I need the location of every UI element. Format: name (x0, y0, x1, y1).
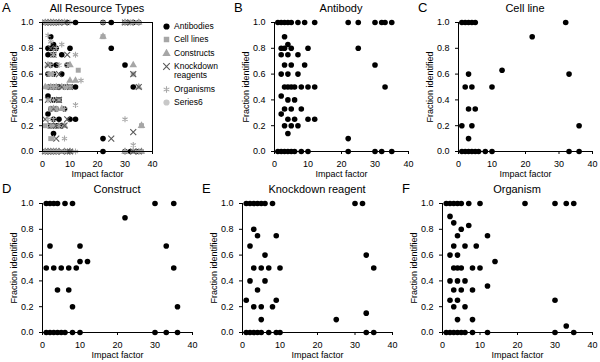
svg-text:0.4: 0.4 (421, 276, 434, 286)
svg-text:10: 10 (487, 159, 497, 169)
svg-text:30: 30 (550, 340, 560, 350)
svg-text:0.4: 0.4 (21, 95, 34, 105)
svg-text:0.8: 0.8 (21, 224, 34, 234)
svg-text:0.0: 0.0 (437, 146, 450, 156)
svg-text:0.4: 0.4 (221, 276, 234, 286)
html-text:E: E (202, 181, 211, 196)
svg-text:0.6: 0.6 (221, 250, 234, 260)
svg-text:0.4: 0.4 (21, 276, 34, 286)
svg-text:Impact factor: Impact factor (71, 169, 123, 179)
svg-text:10: 10 (75, 340, 85, 350)
html-text:C: C (418, 0, 428, 15)
svg-text:0.8: 0.8 (253, 43, 266, 53)
svg-text:20: 20 (112, 340, 122, 350)
svg-text:0.0: 0.0 (253, 146, 266, 156)
svg-text:0.0: 0.0 (221, 327, 234, 337)
svg-text:20: 20 (336, 159, 346, 169)
svg-text:1.0: 1.0 (421, 198, 434, 208)
svg-text:Fraction identified: Fraction identified (9, 232, 19, 303)
svg-text:0.6: 0.6 (21, 69, 34, 79)
svg-text:0: 0 (272, 159, 277, 169)
svg-text:0.2: 0.2 (21, 302, 34, 312)
svg-text:40: 40 (587, 340, 597, 350)
svg-text:Impact factor: Impact factor (491, 350, 543, 360)
svg-text:40: 40 (147, 159, 157, 169)
svg-text:10: 10 (65, 159, 75, 169)
html-text:Constructs: Constructs (174, 47, 215, 58)
svg-text:Impact factor: Impact factor (291, 350, 343, 360)
svg-text:30: 30 (370, 159, 380, 169)
html-text:A: A (2, 0, 11, 15)
html-text:Series6: Series6 (174, 97, 203, 108)
svg-text:20: 20 (92, 159, 102, 169)
html-text:Antibodies: Antibodies (174, 21, 214, 31)
html-text:Knockdown reagent: Knockdown reagent (268, 183, 366, 195)
svg-text:30: 30 (554, 159, 564, 169)
svg-text:20: 20 (512, 340, 522, 350)
svg-text:1.0: 1.0 (437, 17, 450, 27)
svg-text:20: 20 (312, 340, 322, 350)
svg-text:0.2: 0.2 (221, 302, 234, 312)
svg-text:20: 20 (520, 159, 530, 169)
svg-text:1.0: 1.0 (21, 198, 34, 208)
svg-text:0.2: 0.2 (421, 302, 434, 312)
svg-text:30: 30 (120, 159, 130, 169)
svg-text:0.6: 0.6 (253, 69, 266, 79)
svg-text:0.2: 0.2 (437, 121, 450, 131)
svg-text:1.0: 1.0 (21, 17, 34, 27)
svg-text:40: 40 (387, 340, 397, 350)
svg-text:0.6: 0.6 (21, 250, 34, 260)
html-text:Construct: Construct (93, 183, 141, 195)
svg-text:40: 40 (187, 340, 197, 350)
svg-text:0.8: 0.8 (421, 224, 434, 234)
svg-text:0.8: 0.8 (21, 43, 34, 53)
svg-text:0.4: 0.4 (437, 95, 450, 105)
svg-text:1.0: 1.0 (253, 17, 266, 27)
svg-text:0.6: 0.6 (437, 69, 450, 79)
svg-text:Impact factor: Impact factor (499, 169, 551, 179)
svg-text:0.0: 0.0 (21, 327, 34, 337)
html-text:Organism: Organism (493, 183, 541, 195)
html-text:Antibody: Antibody (319, 2, 363, 14)
html-text:D: D (2, 181, 12, 196)
svg-text:Fraction identified: Fraction identified (9, 51, 19, 122)
svg-text:Impact factor: Impact factor (315, 169, 367, 179)
svg-text:40: 40 (403, 159, 413, 169)
svg-text:0.2: 0.2 (253, 121, 266, 131)
svg-text:Fraction identified: Fraction identified (409, 232, 419, 303)
svg-text:0.0: 0.0 (421, 327, 434, 337)
svg-text:0: 0 (240, 340, 245, 350)
svg-text:0.2: 0.2 (21, 121, 34, 131)
svg-text:0.8: 0.8 (437, 43, 450, 53)
html-text:Organisms: Organisms (174, 83, 216, 94)
svg-text:10: 10 (475, 340, 485, 350)
svg-text:0: 0 (40, 340, 45, 350)
html-text:Knockdown reagents: Knockdown reagents (174, 61, 218, 81)
svg-text:0: 0 (456, 159, 461, 169)
html-text:F: F (402, 181, 410, 196)
svg-text:0.0: 0.0 (21, 146, 34, 156)
svg-text:30: 30 (150, 340, 160, 350)
svg-text:0.4: 0.4 (253, 95, 266, 105)
svg-text:0.8: 0.8 (221, 224, 234, 234)
svg-text:Fraction identified: Fraction identified (425, 51, 435, 122)
html-text:Cell lines: Cell lines (174, 34, 209, 45)
svg-text:30: 30 (350, 340, 360, 350)
svg-text:Fraction identified: Fraction identified (209, 232, 219, 303)
svg-text:Fraction identified: Fraction identified (241, 51, 251, 122)
svg-text:Impact factor: Impact factor (91, 350, 143, 360)
svg-text:0: 0 (40, 159, 45, 169)
html-text:B: B (234, 0, 243, 15)
html-text:All Resource Types: All Resource Types (49, 2, 145, 14)
svg-text:10: 10 (303, 159, 313, 169)
svg-text:10: 10 (275, 340, 285, 350)
svg-text:0: 0 (440, 340, 445, 350)
svg-text:1.0: 1.0 (221, 198, 234, 208)
svg-text:40: 40 (587, 159, 597, 169)
svg-text:0.6: 0.6 (421, 250, 434, 260)
html-text:Cell line: Cell line (505, 2, 545, 14)
